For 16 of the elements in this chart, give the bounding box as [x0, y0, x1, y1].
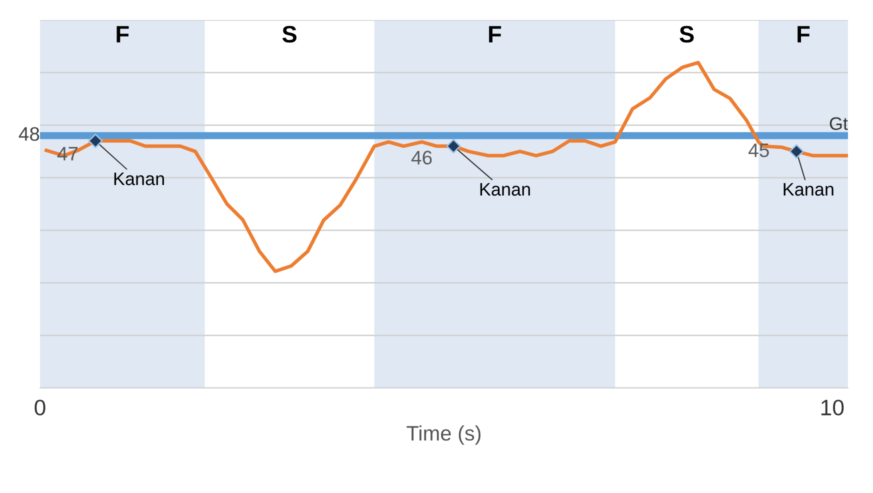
band-label: F [116, 26, 129, 42]
data-label: 46 [411, 150, 432, 165]
annotation: Kanan [784, 183, 834, 196]
annotation: S [680, 26, 694, 43]
x-tick-label: 10 [821, 400, 844, 416]
band-label: F [489, 26, 502, 42]
ref-line-label: Gt [830, 117, 848, 130]
annotation: 48 [18, 127, 40, 141]
x-tick-label: 0 [34, 400, 46, 416]
annotation: S [282, 26, 296, 43]
annotation: Kanan [114, 172, 164, 186]
annotation: Kanan [480, 183, 530, 196]
x-axis-title: Time (s) [406, 425, 481, 445]
band-label: F [798, 26, 810, 42]
data-label: 47 [57, 147, 78, 160]
data-label: 45 [748, 144, 769, 158]
